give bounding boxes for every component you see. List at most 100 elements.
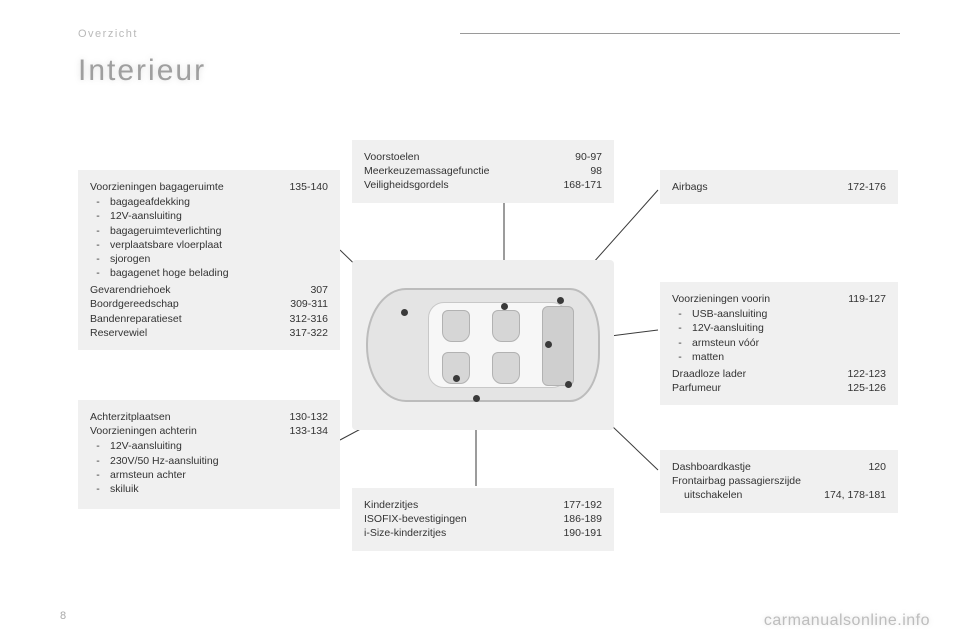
entry-row: ISOFIX-bevestigingen 186-189: [364, 512, 602, 526]
entry-row: Voorstoelen 90-97: [364, 150, 602, 164]
entry-pages: 174, 178-181: [824, 488, 886, 502]
front-right-seat: [492, 352, 520, 384]
bullet: -: [676, 350, 684, 364]
bullet: -: [94, 468, 102, 482]
box-front-seats: Voorstoelen 90-97Meerkeuzemassagefunctie9…: [352, 140, 614, 203]
entry-label: Airbags: [672, 180, 839, 194]
entry-label: Gevarendriehoek: [90, 283, 302, 297]
entry-sublist: -USB-aansluiting-12V-aansluiting-armsteu…: [676, 307, 886, 364]
entry-row: Kinderzitjes 177-192: [364, 498, 602, 512]
sublist-item: -12V-aansluiting: [676, 321, 886, 335]
entry-pages: 317-322: [289, 326, 328, 340]
bullet: -: [94, 454, 102, 468]
bullet: -: [94, 238, 102, 252]
entry-label: Boordgereedschap: [90, 297, 282, 311]
entry-pages: 307: [310, 283, 328, 297]
entry-pages: 312-316: [289, 312, 328, 326]
sublist-text: skiluik: [110, 482, 139, 496]
box-child-seats: Kinderzitjes 177-192 ISOFIX-bevestigingen 1…: [352, 488, 614, 551]
entry-row: Reservewiel317-322: [90, 326, 328, 340]
breadcrumb: Overzicht: [78, 28, 138, 40]
entry-pages: 186-189: [563, 512, 602, 526]
bullet: -: [94, 482, 102, 496]
sublist-text: 12V-aansluiting: [110, 439, 182, 453]
bullet: -: [94, 439, 102, 453]
entry-row: Voorzieningen voorin 119-127: [672, 292, 886, 306]
bullet: -: [94, 224, 102, 238]
callout-dot: [501, 303, 508, 310]
entry-row: Bandenreparatieset 312-316: [90, 312, 328, 326]
entry-sublist: -12V-aansluiting-230V/50 Hz-aansluiting-…: [94, 439, 328, 496]
entry-label: Bandenreparatieset: [90, 312, 281, 326]
entry-row: Draadloze lader122-123: [672, 367, 886, 381]
entry-row: i-Size-kinderzitjes190-191: [364, 526, 602, 540]
entry-label: Frontairbag passagierszijde: [672, 474, 886, 488]
sublist-item: -armsteun achter: [94, 468, 328, 482]
box-airbags: Airbags 172-176: [660, 170, 898, 204]
entry-row: Veiligheidsgordels168-171: [364, 178, 602, 192]
box-glovebox: Dashboardkastje120Frontairbag passagiers…: [660, 450, 898, 513]
entry-label: Voorzieningen voorin: [672, 292, 840, 306]
bullet: -: [94, 266, 102, 280]
sublist-text: bagageafdekking: [110, 195, 190, 209]
entry-label: Voorzieningen bagageruimte: [90, 180, 281, 194]
entry-row: Parfumeur 125-126: [672, 381, 886, 395]
callout-dot: [557, 297, 564, 304]
entry-pages: 133-134: [289, 424, 328, 438]
sublist-item: -230V/50 Hz-aansluiting: [94, 454, 328, 468]
front-left-seat: [492, 310, 520, 342]
entry-label: ISOFIX-bevestigingen: [364, 512, 555, 526]
entry-row: Meerkeuzemassagefunctie98: [364, 164, 602, 178]
entry-pages: 90-97: [575, 150, 602, 164]
entry-row: uitschakelen 174, 178-181: [672, 488, 886, 502]
sublist-text: bagagenet hoge belading: [110, 266, 229, 280]
box-front-amenities: Voorzieningen voorin 119-127-USB-aansluit…: [660, 282, 898, 405]
entry-pages: 135-140: [289, 180, 328, 194]
callout-dot: [545, 341, 552, 348]
entry-label: Parfumeur: [672, 381, 839, 395]
entry-pages: 122-123: [847, 367, 886, 381]
entry-label: Kinderzitjes: [364, 498, 555, 512]
bullet: -: [94, 195, 102, 209]
sublist-text: bagageruimteverlichting: [110, 224, 221, 238]
entry-row: Frontairbag passagierszijde: [672, 474, 886, 488]
entry-pages: 177-192: [563, 498, 602, 512]
sublist-item: -bagagenet hoge belading: [94, 266, 328, 280]
callout-dot: [565, 381, 572, 388]
rear-left-seat: [442, 310, 470, 342]
entry-label: uitschakelen: [672, 488, 816, 502]
entry-pages: 125-126: [847, 381, 886, 395]
car-diagram: [352, 260, 614, 430]
page-number: 8: [60, 610, 66, 622]
sublist-text: 12V-aansluiting: [692, 321, 764, 335]
callout-dot: [401, 309, 408, 316]
entry-label: Voorstoelen: [364, 150, 567, 164]
entry-pages: 309-311: [290, 297, 328, 311]
sublist-item: -12V-aansluiting: [94, 209, 328, 223]
callout-dot: [453, 375, 460, 382]
sublist-item: -12V-aansluiting: [94, 439, 328, 453]
entry-pages: 119-127: [848, 292, 886, 306]
box-rear-seats: Achterzitplaatsen130-132Voorzieningen ac…: [78, 400, 340, 509]
sublist-item: -matten: [676, 350, 886, 364]
sublist-item: -armsteun vóór: [676, 336, 886, 350]
bullet: -: [94, 209, 102, 223]
entry-pages: 172-176: [847, 180, 886, 194]
entry-label: Voorzieningen achterin: [90, 424, 281, 438]
entry-row: Gevarendriehoek 307: [90, 283, 328, 297]
sublist-text: armsteun vóór: [692, 336, 759, 350]
entry-row: Dashboardkastje120: [672, 460, 886, 474]
bullet: -: [676, 336, 684, 350]
sublist-text: sjorogen: [110, 252, 150, 266]
callout-dot: [473, 395, 480, 402]
sublist-text: verplaatsbare vloerplaat: [110, 238, 222, 252]
sublist-item: -USB-aansluiting: [676, 307, 886, 321]
sublist-item: -bagageafdekking: [94, 195, 328, 209]
entry-row: Voorzieningen bagageruimte 135-140: [90, 180, 328, 194]
entry-label: Dashboardkastje: [672, 460, 860, 474]
header-divider: [460, 33, 900, 34]
bullet: -: [676, 307, 684, 321]
entry-label: Achterzitplaatsen: [90, 410, 281, 424]
entry-label: Veiligheidsgordels: [364, 178, 555, 192]
sublist-item: -bagageruimteverlichting: [94, 224, 328, 238]
